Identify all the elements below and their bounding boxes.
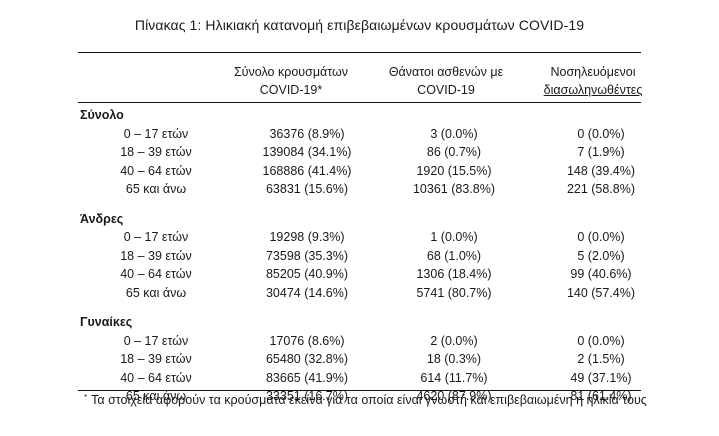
group-women: Γυναίκες 0 – 17 ετών 17076 (8.6%) 2 (0.0… <box>78 313 641 406</box>
table-row: 65 και άνω 30474 (14.6%) 5741 (80.7%) 14… <box>78 284 641 303</box>
cases-cell: 33351 (16.7%) <box>265 389 348 403</box>
column-header-line: Νοσηλευόμενοι <box>550 65 636 79</box>
column-header-line: COVID-19 <box>417 83 475 97</box>
intubated-cell: 2 (1.5%) <box>577 352 625 366</box>
age-label: 40 – 64 ετών <box>120 267 192 281</box>
column-header-cases: Σύνολο κρουσμάτων COVID-19* <box>226 63 356 99</box>
column-header-line: Θάνατοι ασθενών με <box>388 65 504 79</box>
table-top-rule <box>78 52 641 53</box>
intubated-cell: 99 (40.6%) <box>570 267 632 281</box>
table-row: 65 και άνω 33351 (16.7%) 4620 (87.9%) 81… <box>78 387 641 406</box>
deaths-cell: 614 (11.7%) <box>420 370 488 385</box>
cases-cell: 168886 (41.4%) <box>262 163 352 178</box>
group-label: Σύνολο <box>80 108 124 122</box>
column-header-line: Σύνολο κρουσμάτων <box>233 65 349 79</box>
cases-cell: 30474 (14.6%) <box>265 285 348 300</box>
age-label: 18 – 39 ετών <box>120 145 192 159</box>
deaths-cell: 2 (0.0%) <box>430 333 478 348</box>
table-row: 40 – 64 ετών 168886 (41.4%) 1920 (15.5%)… <box>78 162 641 181</box>
table-body: Σύνολο 0 – 17 ετών 36376 (8.9%) 3 (0.0%)… <box>78 106 641 406</box>
footnote-marker: * <box>84 393 88 402</box>
age-label: 0 – 17 ετών <box>123 230 189 244</box>
cases-cell: 139084 (34.1%) <box>262 145 352 159</box>
deaths-cell: 18 (0.3%) <box>426 352 482 366</box>
intubated-cell: 148 (39.4%) <box>566 163 636 178</box>
age-label: 40 – 64 ετών <box>120 163 192 178</box>
deaths-cell: 3 (0.0%) <box>430 126 478 141</box>
intubated-cell: 140 (57.4%) <box>566 285 636 300</box>
deaths-cell: 68 (1.0%) <box>426 248 482 263</box>
intubated-cell: 0 (0.0%) <box>577 333 625 348</box>
column-header-deaths: Θάνατοι ασθενών με COVID-19 <box>376 63 516 99</box>
table-row: 0 – 17 ετών 17076 (8.6%) 2 (0.0%) 0 (0.0… <box>78 332 641 351</box>
deaths-cell: 86 (0.7%) <box>426 145 482 159</box>
age-label: 65 και άνω <box>125 182 187 196</box>
group-label: Άνδρες <box>80 211 124 226</box>
footnote: * Τα στοιχεία αφορούν τα κρούσματα εκείνα… <box>84 393 647 407</box>
table-row: 18 – 39 ετών 65480 (32.8%) 18 (0.3%) 2 (… <box>78 350 641 369</box>
deaths-cell: 4620 (87.9%) <box>416 389 492 403</box>
age-label: 0 – 17 ετών <box>123 333 189 348</box>
cases-cell: 85205 (40.9%) <box>265 267 348 281</box>
cases-cell: 63831 (15.6%) <box>265 182 348 196</box>
column-header-line: διασωληνωθέντες <box>543 83 643 97</box>
table-row: 40 – 64 ετών 83665 (41.9%) 614 (11.7%) 4… <box>78 369 641 388</box>
deaths-cell: 5741 (80.7%) <box>416 285 492 300</box>
deaths-cell: 10361 (83.8%) <box>412 182 495 196</box>
table-row: 65 και άνω 63831 (15.6%) 10361 (83.8%) 2… <box>78 180 641 199</box>
group-men: Άνδρες 0 – 17 ετών 19298 (9.3%) 1 (0.0%)… <box>78 210 641 303</box>
table-header-rule <box>78 102 641 103</box>
table-row: 40 – 64 ετών 85205 (40.9%) 1306 (18.4%) … <box>78 265 641 284</box>
group-label: Γυναίκες <box>80 315 133 329</box>
age-label: 40 – 64 ετών <box>120 370 192 385</box>
deaths-cell: 1306 (18.4%) <box>416 267 492 281</box>
intubated-cell: 81 (61.4%) <box>570 389 632 403</box>
intubated-cell: 0 (0.0%) <box>577 126 625 141</box>
cases-cell: 65480 (32.8%) <box>265 352 348 366</box>
cases-cell: 17076 (8.6%) <box>269 333 345 348</box>
intubated-cell: 0 (0.0%) <box>577 230 625 244</box>
footnote-text: Τα στοιχεία αφορούν τα κρούσματα εκείνα … <box>91 393 647 407</box>
intubated-cell: 221 (58.8%) <box>566 182 636 196</box>
age-label: 65 και άνω <box>125 285 187 300</box>
age-label: 0 – 17 ετών <box>123 126 189 141</box>
table-row: 18 – 39 ετών 73598 (35.3%) 68 (1.0%) 5 (… <box>78 247 641 266</box>
cases-cell: 83665 (41.9%) <box>265 370 348 385</box>
table-row: 0 – 17 ετών 36376 (8.9%) 3 (0.0%) 0 (0.0… <box>78 125 641 144</box>
intubated-cell: 5 (2.0%) <box>577 248 625 263</box>
table-bottom-rule <box>78 390 641 391</box>
age-label: 18 – 39 ετών <box>120 352 192 366</box>
table-row: 18 – 39 ετών 139084 (34.1%) 86 (0.7%) 7 … <box>78 143 641 162</box>
column-header-intubated: Νοσηλευόμενοι διασωληνωθέντες <box>528 63 658 99</box>
group-total: Σύνολο 0 – 17 ετών 36376 (8.9%) 3 (0.0%)… <box>78 106 641 199</box>
cases-cell: 36376 (8.9%) <box>269 126 345 141</box>
age-label: 65 και άνω <box>125 389 187 403</box>
table-title: Πίνακας 1: Ηλικιακή κατανομή επιβεβαιωμέ… <box>134 17 585 33</box>
deaths-cell: 1920 (15.5%) <box>416 163 492 178</box>
column-header-line: COVID-19* <box>259 83 323 97</box>
deaths-cell: 1 (0.0%) <box>430 230 478 244</box>
cases-cell: 19298 (9.3%) <box>269 230 345 244</box>
age-label: 18 – 39 ετών <box>120 248 192 263</box>
intubated-cell: 7 (1.9%) <box>577 145 625 159</box>
cases-cell: 73598 (35.3%) <box>265 248 348 263</box>
table-row: 0 – 17 ετών 19298 (9.3%) 1 (0.0%) 0 (0.0… <box>78 228 641 247</box>
intubated-cell: 49 (37.1%) <box>570 370 632 385</box>
